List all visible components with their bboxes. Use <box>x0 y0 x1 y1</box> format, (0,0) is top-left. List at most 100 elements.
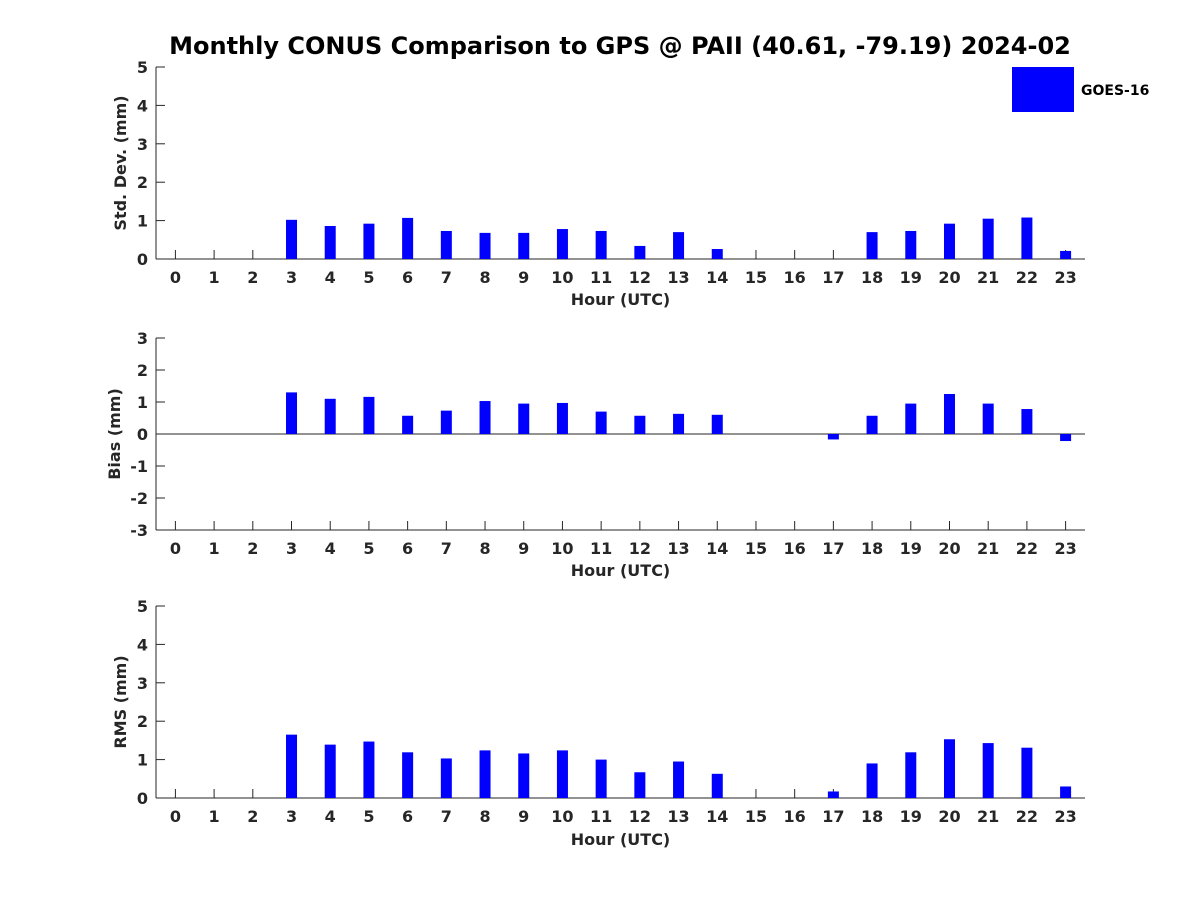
bar <box>866 232 878 259</box>
bar <box>634 245 646 259</box>
bar <box>286 734 298 798</box>
x-tick-label: 6 <box>402 539 413 558</box>
x-tick-label: 2 <box>247 268 258 287</box>
bar <box>518 232 530 259</box>
bar <box>943 223 955 259</box>
bar <box>440 758 452 798</box>
x-tick-label: 23 <box>1054 807 1076 826</box>
x-tick-label: 7 <box>441 807 452 826</box>
bar <box>363 223 375 259</box>
bar <box>518 403 530 434</box>
x-tick-label: 5 <box>363 539 374 558</box>
x-tick-label: 17 <box>822 807 844 826</box>
bar <box>673 413 685 434</box>
x-tick-label: 0 <box>170 539 181 558</box>
bar <box>595 759 607 798</box>
bar <box>982 743 994 798</box>
x-tick-label: 6 <box>402 268 413 287</box>
x-tick-label: 14 <box>706 268 728 287</box>
x-tick-label: 6 <box>402 807 413 826</box>
x-tick-label: 16 <box>784 539 806 558</box>
x-tick-label: 0 <box>170 807 181 826</box>
bar <box>1060 786 1072 798</box>
bar <box>1021 747 1033 798</box>
x-tick-label: 5 <box>363 268 374 287</box>
bar <box>982 218 994 259</box>
bar <box>673 761 685 798</box>
x-tick-label: 11 <box>590 539 612 558</box>
bar <box>943 739 955 798</box>
bar <box>363 741 375 798</box>
x-tick-label: 22 <box>1016 268 1038 287</box>
x-tick-label: 19 <box>900 539 922 558</box>
y-tick-label: 2 <box>137 361 148 380</box>
y-tick-label: 5 <box>137 58 148 77</box>
x-tick-label: 12 <box>629 807 651 826</box>
x-tick-label: 17 <box>822 268 844 287</box>
x-tick-label: 4 <box>325 268 336 287</box>
x-tick-label: 13 <box>667 268 689 287</box>
bar <box>286 219 298 259</box>
x-tick-label: 19 <box>900 268 922 287</box>
x-tick-label: 12 <box>629 268 651 287</box>
x-tick-label: 23 <box>1054 539 1076 558</box>
x-tick-label: 23 <box>1054 268 1076 287</box>
bar <box>595 411 607 434</box>
x-tick-label: 1 <box>209 539 220 558</box>
bar <box>595 230 607 259</box>
x-axis-label: Hour (UTC) <box>571 290 671 309</box>
bar <box>982 403 994 434</box>
x-tick-label: 9 <box>518 539 529 558</box>
x-tick-label: 10 <box>551 539 573 558</box>
y-tick-label: 3 <box>137 329 148 348</box>
bar <box>827 791 839 798</box>
x-tick-label: 18 <box>861 539 883 558</box>
bar <box>324 744 336 798</box>
bar <box>402 415 414 434</box>
bar <box>556 750 568 798</box>
bar <box>479 750 491 798</box>
x-tick-label: 18 <box>861 268 883 287</box>
y-tick-label: -2 <box>130 489 148 508</box>
x-tick-label: 4 <box>325 807 336 826</box>
y-tick-label: 1 <box>137 393 148 412</box>
x-tick-label: 16 <box>784 807 806 826</box>
y-tick-label: 1 <box>137 751 148 770</box>
y-tick-label: 3 <box>137 135 148 154</box>
y-tick-label: 4 <box>137 635 148 654</box>
bar <box>711 773 723 798</box>
x-tick-label: 20 <box>938 807 960 826</box>
x-tick-label: 19 <box>900 807 922 826</box>
bar <box>402 752 414 798</box>
y-tick-label: 0 <box>137 250 148 269</box>
bar <box>943 394 955 434</box>
x-tick-label: 7 <box>441 539 452 558</box>
x-tick-label: 15 <box>745 539 767 558</box>
bar <box>286 392 298 434</box>
x-tick-label: 3 <box>286 539 297 558</box>
legend-label: GOES-16 <box>1081 83 1149 99</box>
x-tick-label: 8 <box>479 268 490 287</box>
x-tick-label: 10 <box>551 807 573 826</box>
legend: GOES-16 <box>1012 67 1149 112</box>
bar <box>1060 434 1072 442</box>
y-tick-label: 1 <box>137 212 148 231</box>
x-tick-label: 13 <box>667 807 689 826</box>
y-tick-label: 3 <box>137 674 148 693</box>
bar <box>634 772 646 798</box>
x-tick-label: 14 <box>706 539 728 558</box>
bar <box>827 434 839 440</box>
x-tick-label: 8 <box>479 807 490 826</box>
x-tick-label: 18 <box>861 807 883 826</box>
y-tick-label: 2 <box>137 712 148 731</box>
bar <box>905 752 917 798</box>
bar <box>479 232 491 259</box>
bar <box>402 217 414 259</box>
x-tick-label: 21 <box>977 807 999 826</box>
x-tick-label: 22 <box>1016 807 1038 826</box>
bar <box>324 225 336 259</box>
x-tick-label: 0 <box>170 268 181 287</box>
y-tick-label: 2 <box>137 173 148 192</box>
